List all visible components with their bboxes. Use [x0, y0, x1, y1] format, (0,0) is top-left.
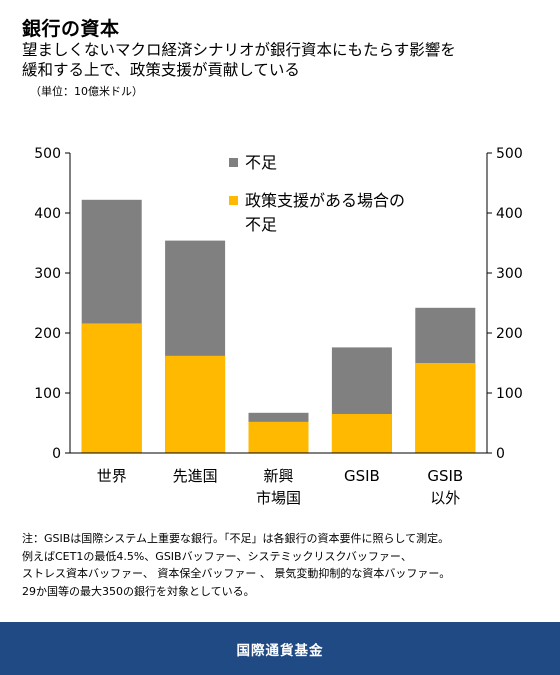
y-tick-label-left: 300	[34, 266, 61, 282]
bars-layer	[81, 199, 476, 453]
bar-shortfall-with-policy-support	[165, 355, 226, 453]
y-tick-label-left: 200	[34, 326, 61, 342]
subtitle-line: 緩和する上で、政策支援が貢献している	[22, 61, 300, 79]
x-tick-label: GSIB	[427, 467, 463, 485]
bar-shortfall-with-policy-support	[81, 323, 142, 453]
footnote-line: 例えばCET1の最低4.5%、GSIBバッファー、システミックリスクバッファー、	[22, 549, 412, 563]
bar-shortfall-with-policy-support	[248, 421, 309, 453]
y-tick-label-left: 100	[34, 386, 61, 402]
footnote-line: 29か国等の最大350の銀行を対象としている。	[22, 584, 255, 598]
footer-bar: 国際通貨基金	[0, 622, 560, 675]
footnote-line: 注：GSIBは国際システム上重要な銀行。「不足」は各銀行の資本要件に照らして測定…	[22, 532, 450, 545]
unit-label: （単位：10億米ドル）	[30, 85, 143, 98]
y-tick-label-right: 100	[496, 386, 523, 402]
chart-title: 銀行の資本	[22, 18, 120, 40]
footnote: 注：GSIBは国際システム上重要な銀行。「不足」は各銀行の資本要件に照らして測定…	[22, 530, 542, 600]
y-tick-label-right: 400	[496, 206, 523, 222]
bar-shortfall-with-policy-support	[415, 363, 476, 453]
y-tick-label-right: 300	[496, 266, 523, 282]
legend-label: 不足	[245, 215, 277, 234]
footer-label: 国際通貨基金	[236, 642, 324, 659]
footnote-line: ストレス資本バッファー、 資本保全バッファー 、 景気変動抑制的な資本バッファー…	[22, 567, 451, 580]
x-tick-label: 以外	[430, 489, 460, 507]
x-tick-label: 市場国	[256, 489, 301, 507]
y-tick-label-left: 400	[34, 206, 61, 222]
y-tick-label-left: 500	[34, 146, 61, 162]
legend-swatch	[229, 196, 238, 205]
y-tick-label-right: 500	[496, 146, 523, 162]
x-tick-label: 先進国	[173, 467, 218, 485]
y-tick-label-right: 0	[496, 446, 505, 462]
y-tick-label-right: 200	[496, 326, 523, 342]
legend-label: 政策支援がある場合の	[245, 191, 405, 210]
legend-swatch	[229, 158, 238, 167]
x-tick-label: 新興	[263, 467, 293, 485]
x-tick-label: 世界	[97, 467, 127, 485]
subtitle-line: 望ましくないマクロ経済シナリオが銀行資本にもたらす影響を	[22, 41, 456, 59]
chart-subtitle: 望ましくないマクロ経済シナリオが銀行資本にもたらす影響を 緩和する上で、政策支援…	[22, 40, 532, 80]
bar-shortfall-with-policy-support	[331, 414, 392, 453]
y-tick-label-left: 0	[52, 446, 61, 462]
x-tick-label: GSIB	[344, 467, 380, 485]
legend-label: 不足	[245, 153, 277, 172]
